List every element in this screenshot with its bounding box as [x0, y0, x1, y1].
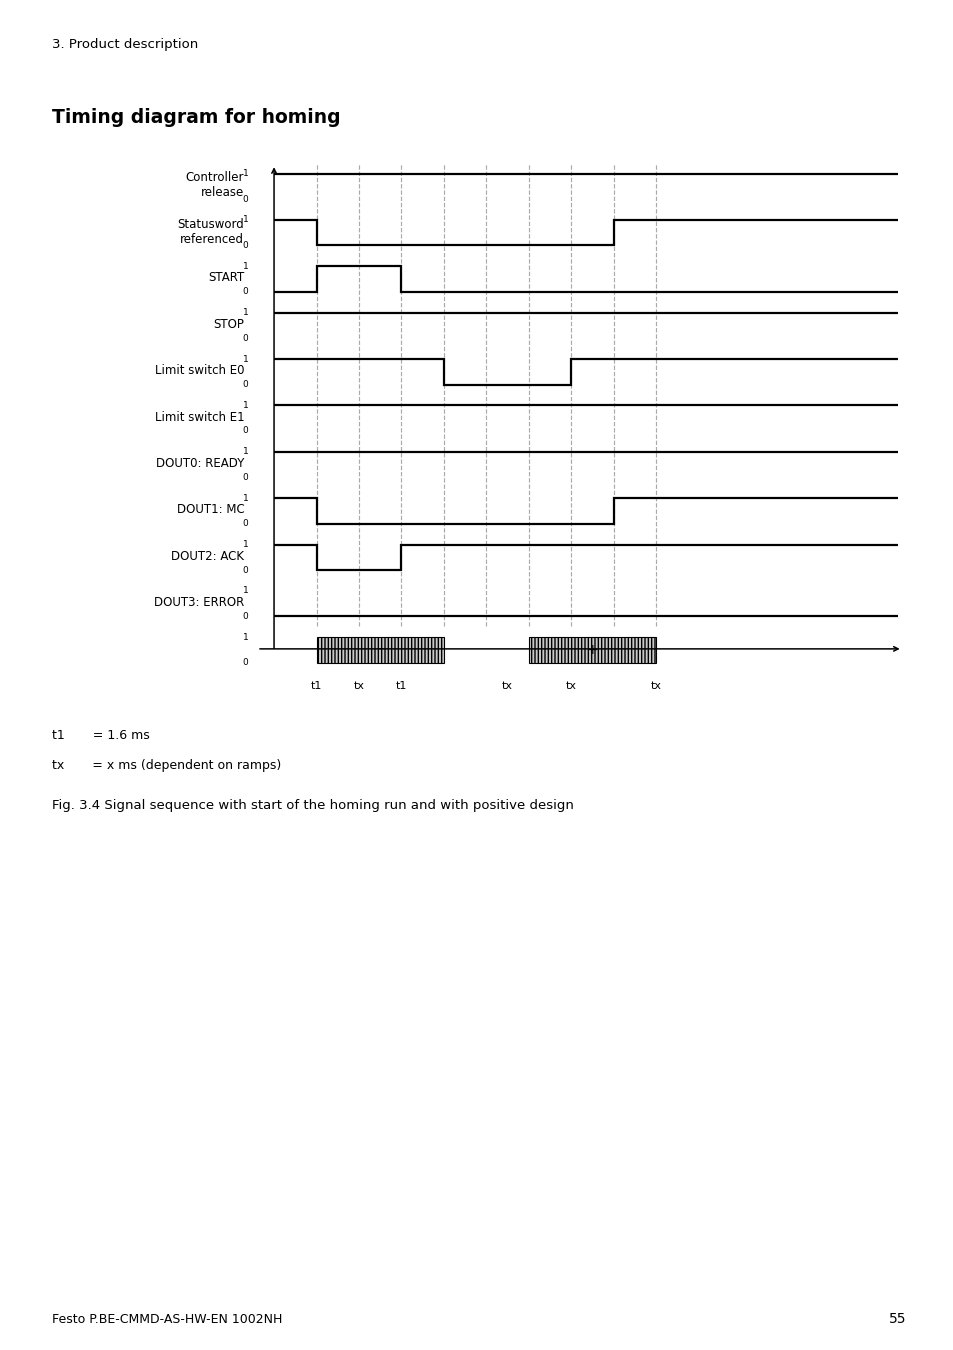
Text: Timing diagram for homing: Timing diagram for homing — [52, 108, 341, 127]
Text: Limit switch E1: Limit switch E1 — [154, 410, 244, 424]
Bar — [316, 637, 443, 663]
Text: 1: 1 — [243, 633, 249, 641]
Text: tx: tx — [501, 682, 513, 691]
Text: Fig. 3.4 Signal sequence with start of the homing run and with positive design: Fig. 3.4 Signal sequence with start of t… — [52, 799, 574, 813]
Text: DOUT2: ACK: DOUT2: ACK — [172, 549, 244, 563]
Text: tx: tx — [354, 682, 364, 691]
Text: 0: 0 — [243, 612, 249, 621]
Text: 1: 1 — [243, 355, 249, 363]
Text: 0: 0 — [243, 472, 249, 482]
Text: Festo P.BE-CMMD-AS-HW-EN 1002NH: Festo P.BE-CMMD-AS-HW-EN 1002NH — [52, 1312, 282, 1326]
Text: tx: tx — [565, 682, 577, 691]
Text: 1: 1 — [243, 262, 249, 271]
Text: Limit switch E0: Limit switch E0 — [154, 364, 244, 377]
Text: 0: 0 — [243, 240, 249, 250]
Text: 1: 1 — [243, 447, 249, 456]
Text: Statusword
referenced: Statusword referenced — [177, 217, 244, 246]
Text: 1: 1 — [243, 308, 249, 317]
Text: t1: t1 — [395, 682, 407, 691]
Text: 1: 1 — [243, 586, 249, 595]
Text: t1       = 1.6 ms: t1 = 1.6 ms — [52, 729, 150, 742]
Text: STOP: STOP — [213, 317, 244, 331]
Text: tx: tx — [650, 682, 661, 691]
Text: 3. Product description: 3. Product description — [52, 38, 198, 51]
Text: 0: 0 — [243, 288, 249, 297]
Text: 1: 1 — [243, 169, 249, 178]
Text: DOUT1: MC: DOUT1: MC — [176, 504, 244, 516]
Text: DOUT0: READY: DOUT0: READY — [155, 456, 244, 470]
Text: 1: 1 — [243, 216, 249, 224]
Text: DOUT3: ERROR: DOUT3: ERROR — [153, 595, 244, 609]
Text: 55: 55 — [888, 1312, 905, 1326]
Text: +: + — [586, 643, 598, 657]
Text: 0: 0 — [243, 194, 249, 204]
Text: 0: 0 — [243, 659, 249, 667]
Text: 0: 0 — [243, 333, 249, 343]
Text: 0: 0 — [243, 427, 249, 436]
Text: 0: 0 — [243, 381, 249, 389]
Text: –: – — [376, 643, 383, 657]
Text: 1: 1 — [243, 401, 249, 410]
Text: t1: t1 — [311, 682, 322, 691]
Text: 0: 0 — [243, 566, 249, 575]
Text: tx       = x ms (dependent on ramps): tx = x ms (dependent on ramps) — [52, 759, 281, 772]
Bar — [528, 637, 656, 663]
Text: 0: 0 — [243, 520, 249, 528]
Text: 1: 1 — [243, 540, 249, 549]
Text: 1: 1 — [243, 494, 249, 502]
Text: START: START — [208, 271, 244, 285]
Text: Controller
release: Controller release — [186, 171, 244, 200]
